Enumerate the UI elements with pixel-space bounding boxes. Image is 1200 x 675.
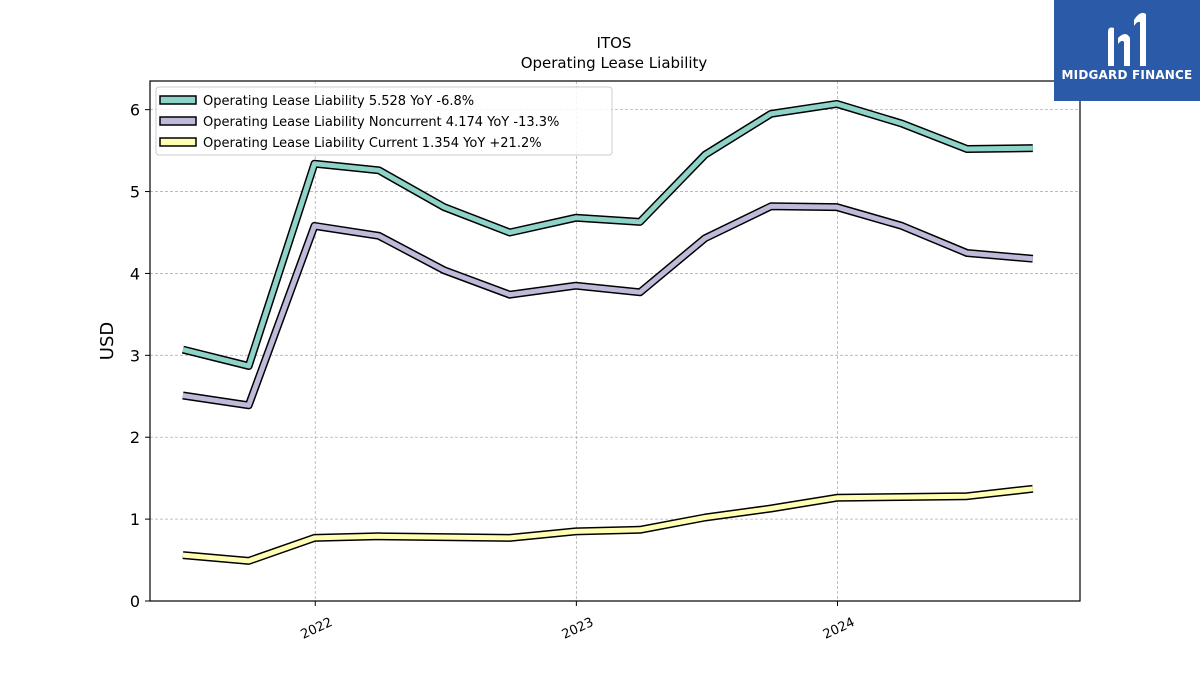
chart-title: ITOS [597,34,632,52]
y-axis-label: USD [97,322,118,360]
x-tick-label: 2022 [299,615,335,643]
series-line [182,203,1034,408]
series-line [182,101,1033,369]
chart-subtitle: Operating Lease Liability [521,54,708,72]
y-tick-label: 0 [130,592,140,611]
legend-label: Operating Lease Liability Noncurrent 4.1… [203,115,559,130]
series-layer [181,99,1034,565]
legend-label: Operating Lease Liability Current 1.354 … [203,136,542,151]
series-line [182,486,1034,564]
brand-name: MIDGARD FINANCE [1061,68,1193,82]
grid-lines [150,81,1080,602]
y-tick-label: 6 [130,101,140,120]
legend-label: Operating Lease Liability 5.528 YoY -6.8… [203,94,474,109]
legend: Operating Lease Liability 5.528 YoY -6.8… [155,86,613,156]
y-tick-label: 1 [130,510,140,529]
y-tick-label: 5 [130,183,140,202]
legend-box [155,86,613,156]
x-tick-label: 2024 [821,615,857,643]
y-tick-label: 4 [130,264,140,283]
series-line-outline [182,484,1034,565]
x-tick-label: 2023 [560,615,596,643]
legend-swatch [159,116,197,126]
legend-swatch [159,137,197,147]
plot-area [149,80,1081,602]
y-tick-label: 3 [130,346,140,365]
brand-logo: MIDGARD FINANCE [1054,0,1200,101]
legend-swatch [159,95,197,105]
midgard-logo-icon [1108,12,1146,66]
y-tick-label: 2 [130,428,140,447]
